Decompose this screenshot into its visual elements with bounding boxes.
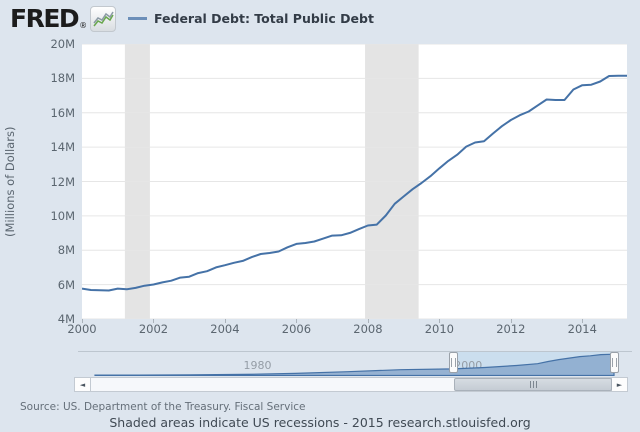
navigator-top-border <box>78 351 632 352</box>
navigator-mini-chart[interactable]: 1980 2000 <box>78 352 628 376</box>
x-axis-tick-mark <box>439 319 441 323</box>
x-axis-tick-mark <box>153 319 155 323</box>
x-axis-tick-label: 2010 <box>424 322 455 336</box>
x-axis-tick-mark <box>582 319 584 323</box>
handle-grip <box>450 358 456 367</box>
x-axis-tick-mark <box>296 319 298 323</box>
y-axis-title: (Millions of Dollars) <box>3 126 17 237</box>
debt-line-series[interactable] <box>82 74 627 292</box>
fred-logo[interactable]: FRED ® <box>10 4 117 33</box>
x-axis-tick-mark <box>367 319 369 323</box>
y-axis-tick-label: 4M <box>57 312 75 326</box>
scrollbar-left-arrow-button[interactable]: ◄ <box>75 378 91 391</box>
x-axis-tick-label: 2014 <box>567 322 597 336</box>
y-axis-tick-label: 16M <box>50 105 75 120</box>
main-chart-svg <box>82 44 627 319</box>
navigator-axis-label: 1980 <box>244 359 272 372</box>
navigator-scrollbar[interactable]: ◄ ► <box>74 377 628 392</box>
x-axis-tick-label: 2008 <box>353 322 383 336</box>
y-axis-tick-label: 6M <box>57 277 75 292</box>
x-axis-tick-label: 2012 <box>496 322 526 336</box>
y-axis-tick-label: 20M <box>50 37 75 51</box>
x-axis-tick-label: 2002 <box>138 322 169 336</box>
x-axis-tick-mark <box>224 319 226 323</box>
legend-item-federal-debt[interactable]: Federal Debt: Total Public Debt <box>128 11 374 26</box>
y-axis-tick-label: 14M <box>50 140 75 155</box>
navigator-area-series <box>94 353 615 376</box>
x-axis-tick-label: 2004 <box>210 322 240 336</box>
recession-note-link[interactable]: Shaded areas indicate US recessions - 20… <box>109 415 531 430</box>
x-axis-tick-mark <box>82 319 83 323</box>
sparkline-chart-icon <box>90 6 117 32</box>
plot-area[interactable] <box>82 44 627 319</box>
source-caption: Source: US. Department of the Treasury. … <box>20 401 306 413</box>
y-axis-tick-label: 18M <box>50 71 75 86</box>
x-axis-tick-label: 2006 <box>281 322 312 336</box>
scrollbar-thumb[interactable] <box>454 378 612 391</box>
navigator-left-handle[interactable] <box>448 352 458 373</box>
legend-label: Federal Debt: Total Public Debt <box>154 11 374 26</box>
navigator-right-handle[interactable] <box>609 352 619 373</box>
legend-line-swatch <box>128 17 147 20</box>
y-axis-tick-label: 8M <box>57 243 75 258</box>
scrollbar-right-arrow-button[interactable]: ► <box>611 378 627 391</box>
fred-logo-text: FRED <box>10 4 80 33</box>
x-axis-tick-mark <box>510 319 512 323</box>
y-axis-tick-label: 12M <box>50 174 75 189</box>
x-axis-tick-label: 2000 <box>67 322 97 336</box>
handle-grip <box>611 358 617 367</box>
y-axis-tick-label: 10M <box>50 208 75 223</box>
registered-trademark: ® <box>79 21 88 30</box>
